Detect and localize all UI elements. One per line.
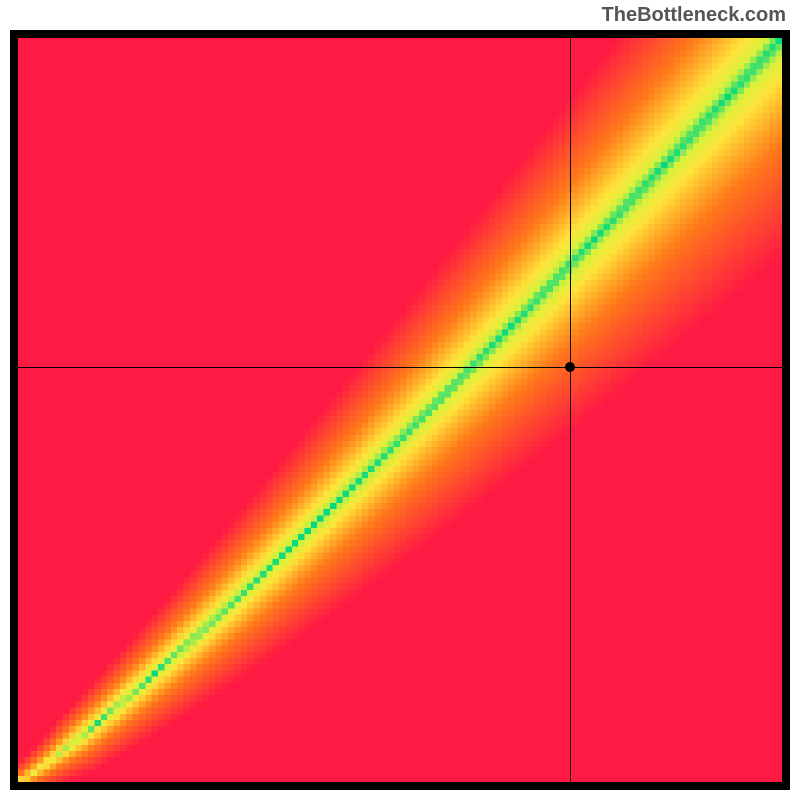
marker-point bbox=[565, 362, 575, 372]
heatmap-canvas bbox=[18, 38, 782, 782]
crosshair-vertical bbox=[570, 38, 571, 782]
chart-frame: TheBottleneck.com bbox=[0, 0, 800, 800]
watermark-text: TheBottleneck.com bbox=[602, 4, 786, 27]
crosshair-horizontal bbox=[18, 367, 782, 368]
plot-area bbox=[18, 38, 782, 782]
plot-border bbox=[10, 30, 790, 790]
